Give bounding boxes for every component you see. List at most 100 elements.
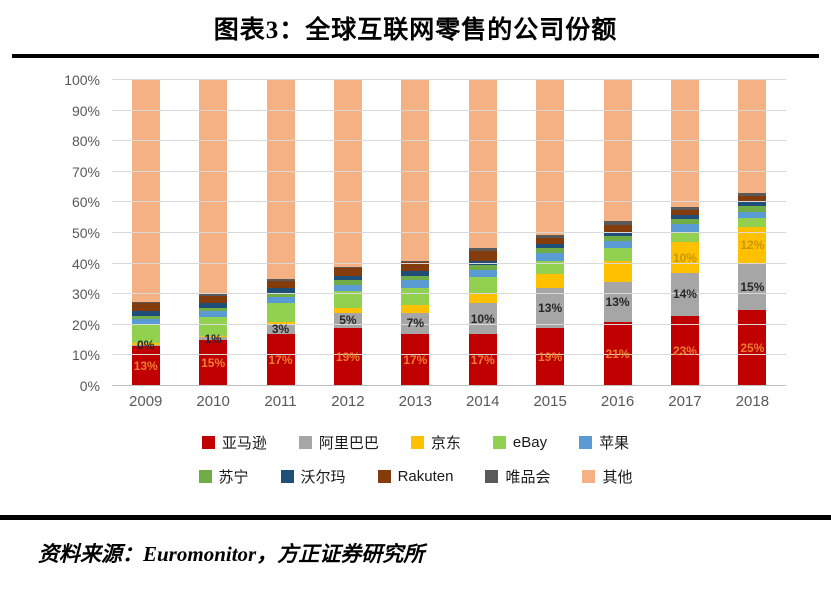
data-label-阿里巴巴: 5% [339,313,357,328]
bar-segment-阿里巴巴: 7% [401,312,430,334]
legend-label-eBay: eBay [512,434,548,451]
bar-segment-唯品会 [266,278,295,281]
legend-swatch-eBay [492,436,506,449]
data-label-阿里巴巴: 10% [470,311,495,326]
bar-segment-亚马逊: 17% [401,333,430,386]
bar-segment-Rakuten [401,262,430,272]
data-label-阿里巴巴: 13% [538,300,563,315]
stacked-bar-2017: 23% 14% 10% [670,80,699,386]
gridline-70% [112,170,786,172]
gridline-40% [112,262,786,264]
bar-segment-京东 [131,343,160,345]
gridline-0% [112,385,786,386]
legend-label-苏宁: 苏宁 [218,469,249,486]
bar-segment-苏宁 [670,219,699,224]
legend-swatch-苏宁 [198,470,212,483]
chart-title: 图表3：全球互联网零售的公司份额 [213,17,618,44]
x-tick-label-2018: 2018 [735,393,770,410]
data-label-阿里巴巴: 0% [137,338,155,353]
gridline-50% [112,232,786,233]
data-label-阿里巴巴: 1% [204,331,222,346]
bar-segment-阿里巴巴: 14% [670,272,699,316]
x-tick-label-2010: 2010 [196,393,230,410]
bar-segment-苏宁 [468,265,497,270]
bar-segment-eBay [266,303,295,322]
bar-segment-沃尔玛 [131,311,160,316]
x-tick-label-2013: 2013 [398,393,433,410]
data-label-亚马逊: 17% [470,352,495,367]
bar-segment-eBay [199,317,228,336]
bar-segment-eBay [738,217,767,227]
bar-segment-苹果 [401,280,430,289]
y-tick-label: 10% [71,347,100,364]
bar-segment-其他 [199,80,228,295]
stacked-bar-2011: 17% 3% [266,80,295,386]
bar-segment-阿里巴巴: 1% [199,333,228,345]
bar-segment-阿里巴巴: 3% [266,322,295,337]
x-tick-label-2012: 2012 [331,393,365,410]
bar-segment-其他 [603,80,632,221]
bar-segment-京东 [333,308,362,313]
bar-slot-2013: 17% 7% [382,80,449,386]
bar-segment-沃尔玛 [536,243,565,249]
bar-slot-2017: 23% 14% 10% [651,80,718,386]
data-label-亚马逊: 13% [133,359,158,374]
data-label-阿里巴巴: 3% [271,322,290,337]
bar-segment-亚马逊: 13% [131,346,160,386]
x-axis: 2009 2010 2011 2012 2013 2014 2015 2016 2017 2018 [112,393,786,410]
bar-slot-2014: 17% 10% [449,80,516,386]
bar-segment-eBay [131,324,160,344]
bar-segment-唯品会 [670,207,699,211]
bar-segment-苏宁 [536,248,565,253]
bar-segment-沃尔玛 [603,231,632,237]
bar-segment-苹果 [199,311,228,318]
data-label-京东: 10% [672,250,697,265]
stacked-bar-2013: 17% 7% [401,80,430,386]
bar-segment-苏宁 [603,236,632,241]
data-label-亚马逊: 17% [268,352,293,367]
x-tick-label-2009: 2009 [129,393,163,410]
legend-label-亚马逊: 亚马逊 [221,435,267,452]
data-label-阿里巴巴: 13% [605,294,630,309]
y-tick-label: 90% [71,102,100,119]
y-tick-label: 20% [71,316,100,333]
data-label-阿里巴巴: 15% [740,279,765,294]
bar-segment-阿里巴巴: 13% [536,288,565,328]
bar-segment-其他 [266,80,295,279]
bar-segment-京东 [199,335,228,338]
bar-segment-京东 [603,260,632,282]
bar-segment-京东 [468,292,497,304]
bar-segment-沃尔玛 [199,303,228,309]
bar-segment-eBay [333,291,362,308]
bar-segment-京东 [536,274,565,289]
bar-segment-唯品会 [199,294,228,296]
gridline-100% [112,79,786,80]
gridline-60% [112,201,786,203]
stacked-bar-2010: 15% 1% [199,80,228,386]
x-tick-label-2017: 2017 [668,393,702,410]
data-label-亚马逊: 25% [740,340,765,355]
bar-slot-2010: 15% 1% [179,80,246,386]
bar-segment-亚马逊: 23% [670,315,699,386]
legend-label-苹果: 苹果 [599,435,630,452]
bar-segment-苹果 [536,252,565,261]
stacked-bar-chart: 13% 0% 15% 1% 17% 3% 19% 5% 17% 7% 17% 10% 19% 13% 21%… [0,72,831,487]
legend-swatch-唯品会 [485,470,499,483]
bar-segment-唯品会 [536,234,565,238]
x-tick-label-2016: 2016 [600,393,635,410]
bar-segment-亚马逊: 19% [333,327,362,386]
x-tick-label-2015: 2015 [533,393,567,410]
legend-swatch-京东 [410,436,424,449]
data-label-亚马逊: 15% [201,356,226,371]
bar-segment-京东: 12% [738,226,767,264]
data-label-亚马逊: 19% [538,349,563,364]
legend-item-eBay: eBay [492,432,548,453]
title-divider [12,54,819,58]
bars-container: 13% 0% 15% 1% 17% 3% 19% 5% 17% 7% 17% 10% 19% 13% 21%… [112,80,786,386]
y-tick-label: 30% [71,286,100,303]
bar-segment-京东 [266,321,295,325]
bar-segment-亚马逊: 19% [536,327,565,386]
y-tick-label: 60% [71,194,100,211]
bar-segment-唯品会 [401,260,430,263]
bar-segment-苏宁 [738,205,767,212]
